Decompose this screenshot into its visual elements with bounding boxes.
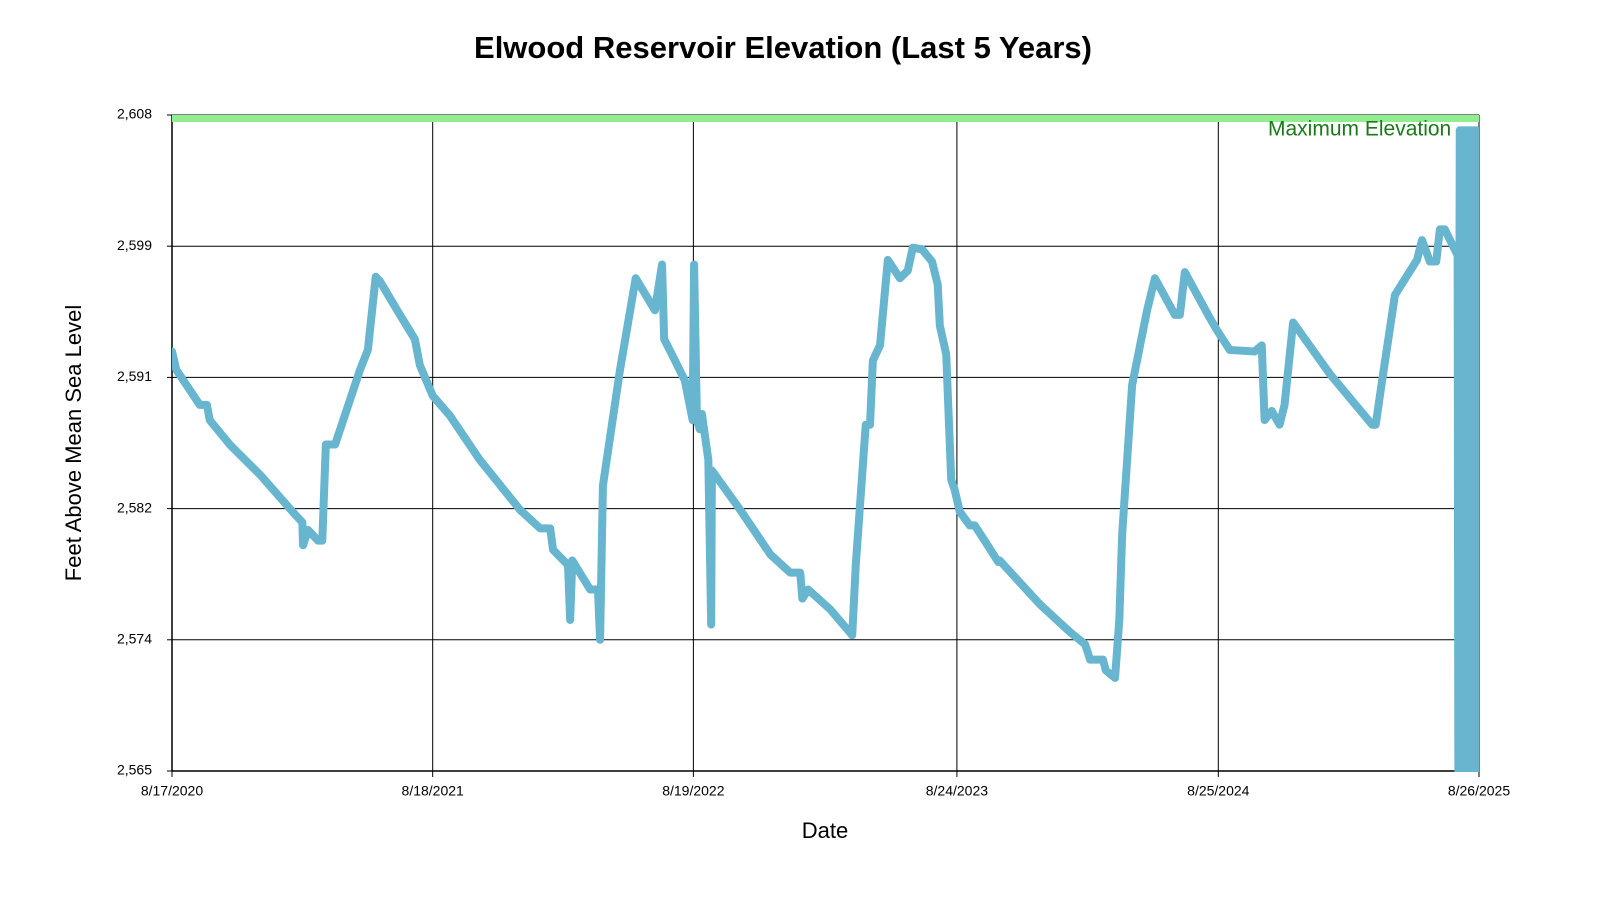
x-axis-label: Date <box>802 818 848 843</box>
elevation-line <box>172 126 1479 772</box>
x-tick-label: 8/25/2024 <box>1187 783 1249 799</box>
chart-title: Elwood Reservoir Elevation (Last 5 Years… <box>474 30 1092 65</box>
y-tick-label: 2,608 <box>117 106 152 122</box>
grid <box>167 114 1480 777</box>
max-elevation-band <box>172 115 1479 122</box>
y-axis-label: Feet Above Mean Sea Level <box>61 305 86 581</box>
x-tick-label: 8/18/2021 <box>402 783 464 799</box>
y-tick-label: 2,565 <box>117 762 152 778</box>
plot-area: Maximum Elevation <box>172 115 1479 772</box>
tick-labels: 2,565 2,574 2,582 2,591 2,599 2,608 8/17/2020 8… <box>117 106 1510 799</box>
x-tick-label: 8/17/2020 <box>141 783 203 799</box>
x-tick-label: 8/19/2022 <box>662 783 724 799</box>
x-tick-label: 8/24/2023 <box>926 783 988 799</box>
max-elevation-label: Maximum Elevation <box>1268 118 1451 141</box>
y-tick-label: 2,582 <box>117 499 152 515</box>
y-tick-label: 2,591 <box>117 368 152 384</box>
y-tick-label: 2,599 <box>117 237 152 253</box>
y-tick-label: 2,574 <box>117 631 152 647</box>
x-tick-label: 8/26/2025 <box>1448 783 1510 799</box>
